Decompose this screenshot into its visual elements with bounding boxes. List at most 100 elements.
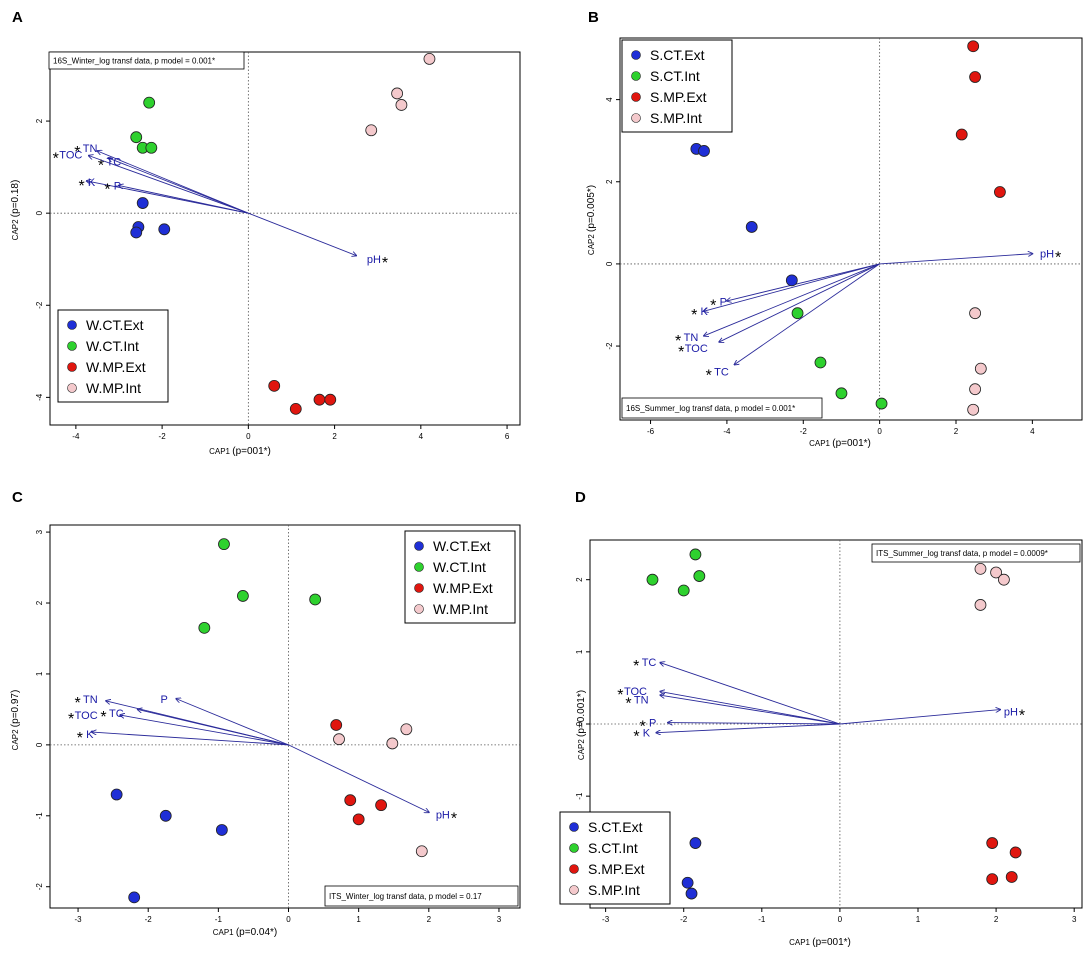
vector-label-toc: TOC	[624, 686, 647, 698]
point-s-mp-ext	[955, 128, 968, 141]
legend-label: S.CT.Int	[588, 840, 638, 856]
point-s-ct-int	[693, 570, 706, 582]
significance-star: *	[74, 144, 80, 161]
panel-label: C	[12, 489, 23, 506]
x-tick-label: 4	[1030, 427, 1035, 436]
x-tick-label: 0	[286, 915, 291, 924]
point-w-mp-ext	[313, 393, 326, 406]
panel-a: A -4 -2 0 2 4 6 -4 -2 0 2 CAP1 (p=001*) CAP2 (p=0.18…	[10, 9, 521, 457]
y-tick-label: -2	[35, 301, 44, 309]
y-tick-label: 2	[605, 179, 614, 184]
point-w-mp-ext	[330, 719, 343, 731]
x-axis-label: CAP1 (p=0.04*)	[213, 927, 278, 938]
point-s-ct-ext	[745, 221, 758, 233]
vector-label-k: K	[88, 177, 96, 189]
significance-star: *	[104, 182, 110, 199]
significance-star: *	[1019, 708, 1025, 725]
significance-star: *	[451, 810, 457, 827]
significance-star: *	[625, 695, 631, 712]
point-s-ct-ext	[698, 145, 710, 157]
legend-label: W.CT.Ext	[433, 538, 491, 554]
point-s-ct-int	[835, 387, 848, 400]
y-tick-label: -4	[35, 393, 44, 401]
x-tick-label: -2	[145, 915, 153, 924]
point-w-mp-ext	[289, 402, 302, 415]
vector-arrow-ph	[248, 212, 356, 255]
y-tick-label: 3	[35, 529, 44, 534]
legend-label: W.CT.Int	[433, 559, 486, 575]
significance-star: *	[710, 298, 716, 315]
point-w-ct-ext	[158, 223, 171, 236]
x-tick-label: -2	[680, 915, 688, 924]
legend-label: S.MP.Int	[588, 882, 640, 898]
vector-arrow-p	[727, 263, 880, 301]
legend-label: W.CT.Int	[86, 338, 139, 354]
legend-marker	[631, 50, 641, 60]
vector-arrow-tn	[704, 263, 880, 336]
point-s-mp-int	[974, 362, 987, 375]
point-s-ct-ext	[689, 837, 702, 849]
legend-marker	[414, 604, 424, 614]
legend-marker	[631, 71, 641, 81]
vector-label-toc: TOC	[59, 150, 82, 162]
x-tick-label: 4	[419, 432, 424, 441]
y-axis-label: CAP2 (p=0.001*)	[576, 690, 587, 760]
point-s-ct-int	[689, 548, 702, 561]
point-s-mp-ext	[969, 71, 981, 83]
point-s-mp-ext	[1009, 846, 1022, 859]
point-s-mp-int	[969, 383, 981, 396]
point-w-ct-ext	[110, 788, 123, 801]
significance-star: *	[77, 730, 83, 747]
model-annotation-box	[48, 51, 245, 70]
panel-label: A	[12, 9, 23, 26]
x-tick-label: 0	[246, 432, 251, 441]
plot-frame	[49, 524, 521, 909]
model-annotation: 16S_Summer_log transf data, p model = 0.…	[626, 404, 795, 413]
x-tick-label: 3	[1072, 915, 1077, 924]
point-w-mp-int	[415, 845, 428, 858]
x-tick-label: -2	[800, 427, 808, 436]
x-axis-label: CAP1 (p=001*)	[209, 446, 271, 457]
x-tick-label: 0	[838, 915, 843, 924]
panel-label: D	[575, 489, 586, 506]
x-axis-label: CAP1 (p=001*)	[809, 438, 871, 449]
vector-arrow-toc	[120, 715, 289, 746]
point-w-mp-ext	[375, 799, 388, 812]
legend-marker	[67, 320, 77, 330]
x-tick-label: -4	[723, 427, 731, 436]
x-tick-label: 3	[497, 915, 502, 924]
x-tick-label: 2	[427, 915, 432, 924]
vector-label-tn: TN	[83, 694, 98, 706]
point-w-ct-ext	[128, 891, 141, 904]
x-tick-label: 1	[356, 915, 361, 924]
point-s-ct-ext	[685, 887, 698, 900]
model-annotation-box	[871, 543, 1081, 563]
x-tick-label: 1	[916, 915, 921, 924]
legend-marker	[569, 843, 579, 853]
point-s-mp-ext	[1005, 871, 1018, 883]
y-axis-label: CAP2 (p=0.005*)	[586, 185, 597, 255]
legend-label: W.MP.Ext	[86, 359, 146, 375]
point-w-ct-int	[130, 131, 143, 144]
vector-arrow-toc	[89, 156, 249, 214]
x-tick-label: -3	[602, 915, 610, 924]
x-tick-label: -4	[72, 432, 80, 441]
vector-label-ph: pH	[367, 254, 381, 266]
y-tick-label: 2	[575, 577, 584, 582]
x-tick-label: -1	[215, 915, 223, 924]
legend-marker	[631, 113, 641, 123]
point-w-mp-int	[333, 733, 345, 746]
vector-label-tn: TN	[83, 143, 98, 155]
point-s-mp-int	[974, 599, 987, 611]
point-s-mp-int	[969, 307, 981, 320]
significance-star: *	[100, 709, 106, 726]
vector-label-tn: TN	[684, 332, 699, 344]
y-tick-label: -2	[605, 342, 614, 350]
y-axis-label: CAP2 (p=0.97)	[10, 690, 21, 751]
point-w-ct-int	[218, 538, 230, 551]
point-s-ct-ext	[681, 876, 694, 889]
x-tick-label: 2	[994, 915, 999, 924]
legend-marker	[631, 92, 641, 102]
point-w-ct-int	[143, 96, 156, 109]
legend-marker	[569, 885, 579, 895]
